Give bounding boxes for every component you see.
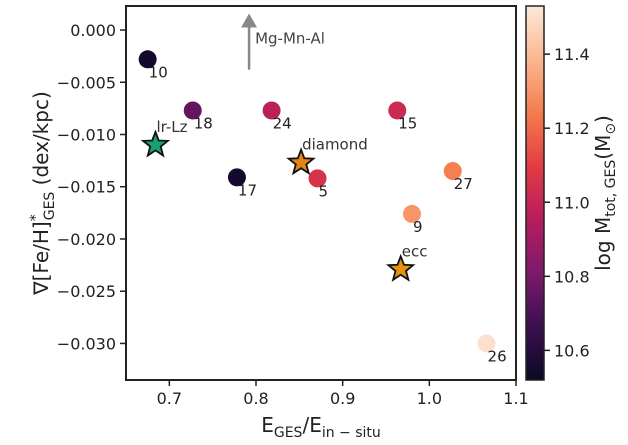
data-point-label: 5: [319, 182, 329, 200]
data-point: [443, 162, 462, 181]
star-label: ecc: [402, 242, 428, 260]
star-marker: [286, 147, 316, 176]
star-marker: [386, 253, 416, 282]
data-point-label: 26: [488, 347, 507, 365]
data-point: [403, 204, 421, 223]
y-axis-title: ∇[Fe/H]*GES (dex/kpc): [28, 91, 58, 296]
data-marks: Mg-Mn-Al 10 18 24 15 17 5 27 9 26 lr-Lz diamond ecc: [138, 13, 507, 365]
plot-frame: [125, 5, 517, 381]
data-point: [308, 169, 327, 188]
data-point: [138, 50, 157, 69]
y-axis-ticks: 0.000 −0.005 −0.010 −0.015 −0.020 −0.025 −0.03…: [57, 21, 126, 353]
data-point-label: 17: [238, 181, 257, 199]
arrow-head: [241, 13, 258, 28]
data-point-label: 15: [398, 114, 417, 132]
data-point: [183, 101, 202, 120]
data-point-label: 9: [413, 218, 423, 236]
colorbar: [525, 5, 545, 381]
colorbar-ticks: 10.6 10.8 11.0 11.2 11.4: [544, 45, 590, 360]
star-label: lr-Lz: [156, 118, 187, 136]
y-tick-label: −0.005: [57, 73, 116, 92]
x-tick-label: 0.7: [157, 389, 182, 408]
colorbar-tick-label: 11.4: [554, 45, 590, 64]
y-tick-label: −0.025: [57, 282, 116, 301]
data-point-label: 10: [149, 63, 168, 81]
data-point-label: 27: [454, 175, 473, 193]
x-axis-title: EGES/Ein − situ: [261, 413, 381, 441]
x-axis-ticks: 0.7 0.8 0.9 1.0 1.1: [157, 380, 529, 408]
y-tick-label: −0.030: [57, 334, 116, 353]
colorbar-title: log Mtot, GES(M⊙): [591, 115, 619, 271]
star-label: diamond: [302, 136, 368, 154]
x-tick-label: 0.8: [243, 389, 268, 408]
x-tick-label: 1.1: [503, 389, 528, 408]
x-tick-label: 0.9: [330, 389, 355, 408]
y-tick-label: 0.000: [70, 21, 116, 40]
y-tick-label: −0.010: [57, 125, 116, 144]
colorbar-tick-label: 10.8: [554, 267, 590, 286]
data-point: [262, 101, 281, 120]
colorbar-tick-label: 10.6: [554, 341, 590, 360]
data-point-label: 18: [194, 114, 213, 132]
data-point: [388, 101, 407, 120]
y-tick-label: −0.020: [57, 230, 116, 249]
x-tick-label: 1.0: [417, 389, 442, 408]
y-tick-label: −0.015: [57, 178, 116, 197]
data-point: [477, 334, 496, 353]
colorbar-tick-label: 11.0: [554, 193, 590, 212]
colorbar-tick-label: 11.2: [554, 119, 590, 138]
data-point-label: 24: [273, 114, 292, 132]
arrow-label: Mg-Mn-Al: [255, 30, 325, 48]
star-marker: [140, 129, 171, 158]
data-point: [227, 168, 246, 187]
